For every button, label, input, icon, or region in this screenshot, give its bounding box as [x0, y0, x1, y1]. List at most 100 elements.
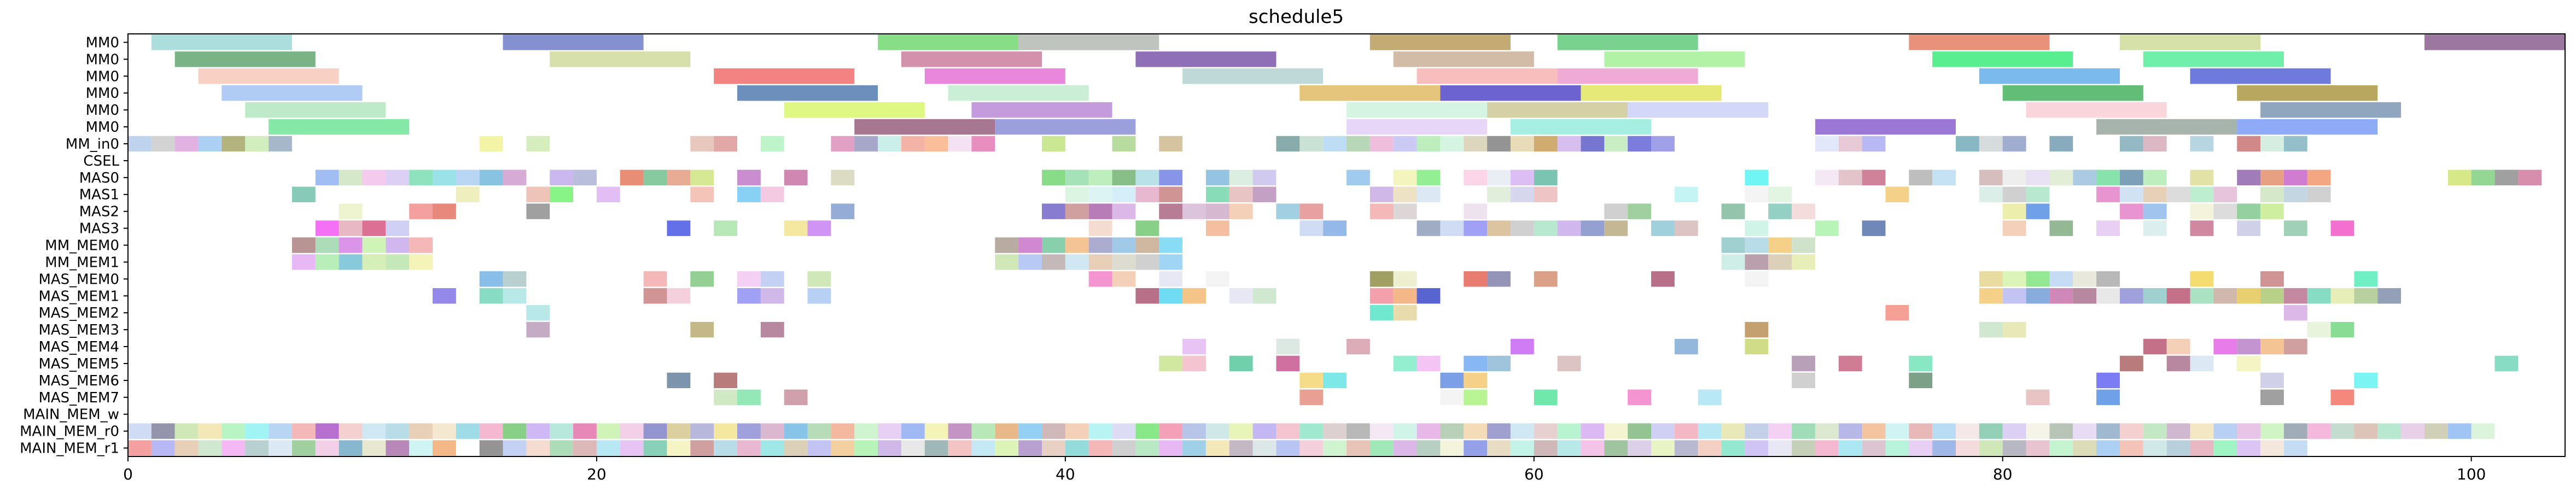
task-cell — [807, 423, 831, 439]
y-tick-label: MM_MEM1 — [45, 254, 119, 271]
task-cell — [995, 254, 1019, 270]
task-cell — [2073, 288, 2097, 304]
task-cell — [2002, 186, 2026, 202]
task-cell — [269, 136, 292, 152]
task-cell — [1745, 440, 1769, 456]
task-bar — [1182, 68, 1324, 84]
task-cell — [948, 423, 972, 439]
task-cell — [1112, 271, 1136, 287]
task-cell — [1674, 186, 1698, 202]
task-cell — [1674, 338, 1698, 355]
task-cell — [854, 136, 878, 152]
gantt-marks — [128, 34, 2565, 456]
task-cell — [2330, 423, 2354, 439]
task-cell — [2190, 271, 2214, 287]
task-cell — [2260, 169, 2284, 186]
task-cell — [1112, 186, 1136, 202]
task-bar — [1487, 102, 1628, 118]
task-cell — [2026, 203, 2050, 219]
y-tick-label: MAS_MEM0 — [38, 271, 119, 288]
task-cell — [362, 254, 386, 270]
task-cell — [878, 423, 901, 439]
task-cell — [1135, 423, 1159, 439]
task-cell — [1604, 203, 1628, 219]
task-cell — [2190, 220, 2214, 236]
task-cell — [2002, 271, 2026, 287]
task-cell — [386, 169, 410, 186]
task-cell — [1417, 220, 1441, 236]
task-cell — [479, 271, 503, 287]
task-cell — [1581, 220, 1605, 236]
task-cell — [807, 220, 831, 236]
task-cell — [924, 136, 948, 152]
task-cell — [1557, 440, 1581, 456]
task-cell — [1487, 355, 1511, 372]
y-tick-label: MM0 — [86, 102, 119, 119]
task-cell — [2260, 372, 2284, 389]
task-cell — [550, 169, 574, 186]
task-cell — [315, 220, 339, 236]
task-cell — [1323, 423, 1347, 439]
task-cell — [2049, 440, 2073, 456]
task-cell — [151, 423, 175, 439]
task-cell — [1369, 440, 1394, 456]
task-cell — [1018, 440, 1042, 456]
task-cell — [2190, 203, 2214, 219]
task-cell — [409, 203, 433, 219]
task-cell — [1464, 372, 1488, 389]
task-cell — [409, 440, 433, 456]
task-cell — [386, 254, 410, 270]
task-cell — [1464, 203, 1488, 219]
task-cell — [2096, 271, 2120, 287]
task-cell — [2002, 440, 2026, 456]
task-cell — [1464, 220, 1488, 236]
y-tick-label: MAS1 — [79, 187, 119, 203]
task-cell — [1159, 237, 1183, 253]
task-cell — [1651, 136, 1675, 152]
task-cell — [573, 440, 597, 456]
task-cell — [620, 440, 644, 456]
task-cell — [128, 136, 151, 152]
task-bar — [1393, 51, 1534, 67]
task-cell — [2330, 220, 2354, 236]
task-cell — [292, 440, 316, 456]
task-cell — [1628, 440, 1651, 456]
task-cell — [2190, 169, 2214, 186]
task-cell — [1815, 169, 1839, 186]
task-cell — [1042, 203, 1065, 219]
task-cell — [503, 288, 527, 304]
y-tick-label: MAIN_MEM_r0 — [20, 424, 119, 440]
task-cell — [1487, 440, 1511, 456]
task-cell — [1393, 423, 1417, 439]
task-cell — [1510, 186, 1534, 202]
task-cell — [456, 440, 480, 456]
task-cell — [2143, 136, 2167, 152]
task-cell — [2049, 136, 2073, 152]
task-cell — [2002, 288, 2026, 304]
x-tick-label: 40 — [1056, 465, 1075, 483]
task-cell — [2447, 423, 2472, 439]
task-cell — [1347, 169, 1370, 186]
task-cell — [1604, 440, 1628, 456]
task-bar — [550, 51, 691, 67]
task-cell — [1182, 288, 1206, 304]
task-cell — [1299, 423, 1324, 439]
task-cell — [2354, 288, 2378, 304]
task-cell — [1393, 136, 1417, 152]
task-cell — [760, 136, 784, 152]
task-cell — [1838, 136, 1862, 152]
task-cell — [1417, 440, 1441, 456]
task-cell — [456, 186, 480, 202]
task-cell — [643, 169, 667, 186]
task-cell — [1510, 169, 1534, 186]
task-cell — [292, 254, 316, 270]
task-cell — [2401, 423, 2425, 439]
task-cell — [1862, 220, 1886, 236]
task-bar — [995, 119, 1136, 135]
task-cell — [1065, 440, 1089, 456]
task-bar — [1604, 51, 1745, 67]
task-cell — [292, 186, 316, 202]
task-cell — [1159, 186, 1183, 202]
task-cell — [1205, 423, 1229, 439]
task-cell — [1229, 186, 1253, 202]
